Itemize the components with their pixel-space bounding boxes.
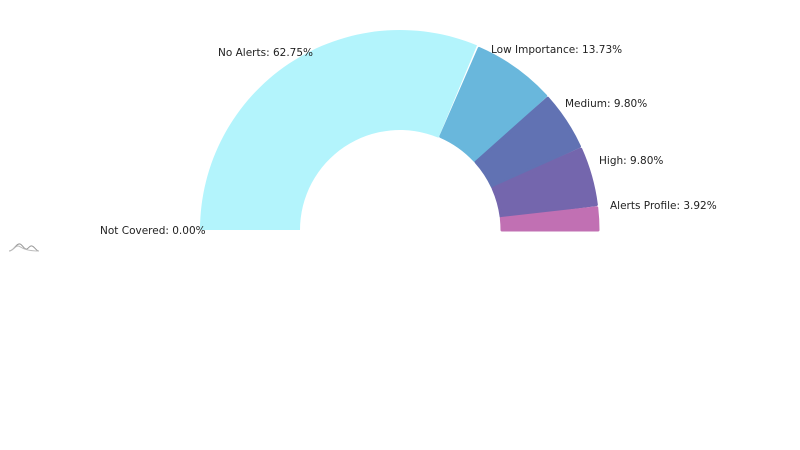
amcharts-logo-icon[interactable]: [8, 241, 40, 253]
slice-label-low-importance: Low Importance: 13.73%: [491, 44, 622, 56]
slice-no-alerts[interactable]: [200, 30, 478, 230]
slice-label-not-covered: Not Covered: 0.00%: [100, 225, 206, 237]
slice-label-medium: Medium: 9.80%: [565, 98, 647, 110]
slice-label-high: High: 9.80%: [599, 155, 663, 167]
slice-low-importance[interactable]: [439, 46, 548, 163]
slice-label-alerts-profile: Alerts Profile: 3.92%: [610, 200, 717, 212]
slice-medium[interactable]: [474, 96, 581, 189]
chart-slices: [200, 30, 600, 232]
slice-alerts-profile[interactable]: [499, 206, 600, 232]
slice-label-no-alerts: No Alerts: 62.75%: [218, 47, 313, 59]
slice-high[interactable]: [491, 147, 598, 219]
